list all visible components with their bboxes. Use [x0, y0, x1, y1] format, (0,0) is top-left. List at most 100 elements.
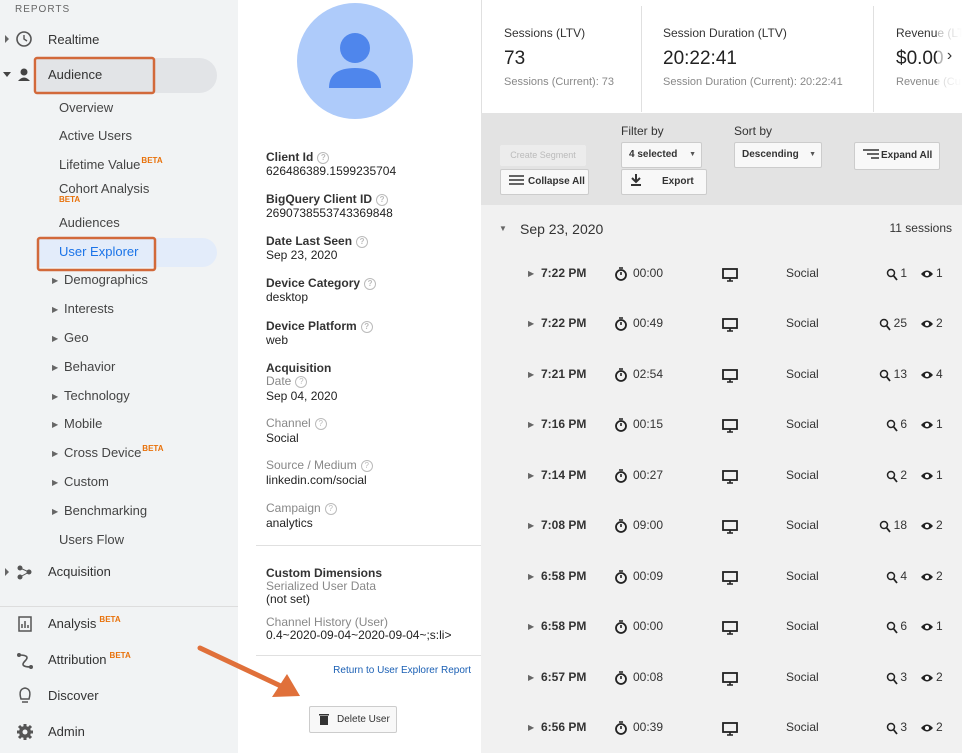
button-label: Expand All [881, 150, 933, 161]
badge: BETA [99, 615, 121, 624]
nav-item[interactable]: Mobile [64, 416, 103, 431]
nav-item[interactable]: Active Users [59, 128, 132, 143]
session-time[interactable]: 7:22 PM [541, 266, 587, 280]
session-channel: Social [786, 720, 819, 734]
session-hits: 6 [900, 417, 907, 431]
expand-all-button[interactable]: Expand All [854, 142, 940, 170]
button-label: Delete User [337, 714, 390, 725]
expand-arrow: ▶ [52, 449, 59, 458]
session-time[interactable]: 7:21 PM [541, 367, 587, 381]
help-icon[interactable]: ? [360, 320, 373, 333]
scroll-right[interactable]: › [937, 0, 962, 112]
session-icons [614, 517, 954, 535]
expand-arrow: ▶ [528, 269, 535, 278]
session-icons [614, 265, 954, 283]
session-count: 11 sessions [889, 221, 952, 235]
nav-item[interactable]: Discover [48, 688, 99, 703]
session-duration: 00:00 [633, 619, 664, 633]
session-views: 1 [936, 468, 943, 482]
help-icon[interactable]: ? [360, 459, 373, 472]
session-time[interactable]: 6:58 PM [541, 619, 587, 633]
field-value: 626486389.1599235704 [266, 164, 397, 178]
collapse-all-button[interactable]: Collapse All [500, 169, 589, 195]
session-channel: Social [786, 367, 819, 381]
field-value: web [266, 333, 289, 347]
session-time[interactable]: 7:16 PM [541, 417, 587, 431]
nav-item[interactable]: Technology [64, 388, 130, 403]
session-views: 2 [936, 720, 943, 734]
nav-item[interactable]: Interests [64, 301, 114, 316]
field-value: Social [266, 431, 299, 445]
nav-item[interactable]: Cross DeviceBETA [64, 444, 164, 460]
stat-value: 73 [504, 48, 526, 69]
button-label: Export [662, 176, 694, 187]
nav-item[interactable]: Attribution BETA [48, 651, 131, 667]
nav-item[interactable]: Realtime [48, 32, 100, 47]
nav-item[interactable]: Lifetime ValueBETA [59, 156, 163, 172]
stat-current: Sessions (Current): 73 [504, 76, 615, 88]
stat-label: Session Duration (LTV) [663, 26, 787, 40]
divider [873, 6, 874, 112]
session-channel: Social [786, 316, 819, 330]
delete-button[interactable]: Delete User [309, 706, 397, 733]
session-time[interactable]: 7:08 PM [541, 518, 587, 532]
return-link[interactable]: Return to User Explorer Report [333, 665, 471, 676]
divider [0, 606, 238, 607]
help-icon[interactable]: ? [356, 235, 369, 248]
field-value: 0.4~2020-09-04~2020-09-04~;s:li> [266, 628, 452, 642]
stat-value: 20:22:41 [663, 48, 737, 69]
expand-arrow: ▶ [528, 471, 535, 480]
session-time[interactable]: 6:58 PM [541, 569, 587, 583]
create-segment-button[interactable]: Create Segment [500, 145, 586, 166]
expand-arrow: ▶ [52, 276, 59, 285]
nav-item[interactable]: User Explorer [59, 244, 139, 259]
help-icon[interactable]: ? [317, 151, 330, 164]
nav-item[interactable]: Demographics [64, 272, 148, 287]
nav-item[interactable]: Audiences [59, 215, 120, 230]
session-time[interactable]: 7:14 PM [541, 468, 587, 482]
field-label: Channel? [266, 415, 327, 431]
session-duration: 00:15 [633, 417, 664, 431]
expand-arrow: ▶ [52, 507, 59, 516]
session-duration: 00:27 [633, 468, 664, 482]
help-icon[interactable]: ? [364, 277, 377, 290]
field-label: Serialized User Data [266, 579, 377, 593]
session-channel: Social [786, 619, 819, 633]
session-channel: Social [786, 417, 819, 431]
session-time[interactable]: 7:22 PM [541, 316, 587, 330]
session-duration: 02:54 [633, 367, 664, 381]
nav-item[interactable]: Cohort Analysis [59, 181, 150, 196]
export-button[interactable]: Export [621, 169, 707, 195]
nav-item[interactable]: Analysis BETA [48, 615, 121, 631]
nav-item[interactable]: Geo [64, 330, 89, 345]
badge: BETA [59, 195, 81, 204]
session-time[interactable]: 6:56 PM [541, 720, 587, 734]
field-label: Date Last Seen? [266, 233, 369, 249]
nav-item[interactable]: Custom [64, 474, 109, 489]
nav-item[interactable]: Users Flow [59, 532, 125, 547]
help-icon[interactable]: ? [295, 375, 308, 388]
nav-item[interactable]: Overview [59, 100, 114, 115]
help-icon[interactable]: ? [376, 193, 389, 206]
expand-arrow: ▶ [528, 420, 535, 429]
nav-item[interactable]: Acquisition [48, 564, 111, 579]
stats-bar [481, 0, 962, 113]
nav-item[interactable]: Admin [48, 724, 85, 739]
session-duration: 00:09 [633, 569, 664, 583]
field-label: Campaign? [266, 500, 337, 516]
session-views: 2 [936, 316, 943, 330]
session-time[interactable]: 6:57 PM [541, 670, 587, 684]
sort-dropdown[interactable]: ▼ Descending [734, 142, 822, 168]
nav-item[interactable]: Audience [48, 67, 103, 82]
help-icon[interactable]: ? [324, 502, 337, 515]
session-icons [614, 315, 954, 333]
sidebar-icons [3, 31, 33, 740]
session-views: 2 [936, 670, 943, 684]
session-channel: Social [786, 518, 819, 532]
session-duration: 00:49 [633, 316, 664, 330]
nav-item[interactable]: Benchmarking [64, 503, 148, 518]
filter-dropdown[interactable]: ▼ 4 selected [621, 142, 702, 168]
help-icon[interactable]: ? [314, 417, 327, 430]
nav-item[interactable]: Behavior [64, 359, 116, 374]
